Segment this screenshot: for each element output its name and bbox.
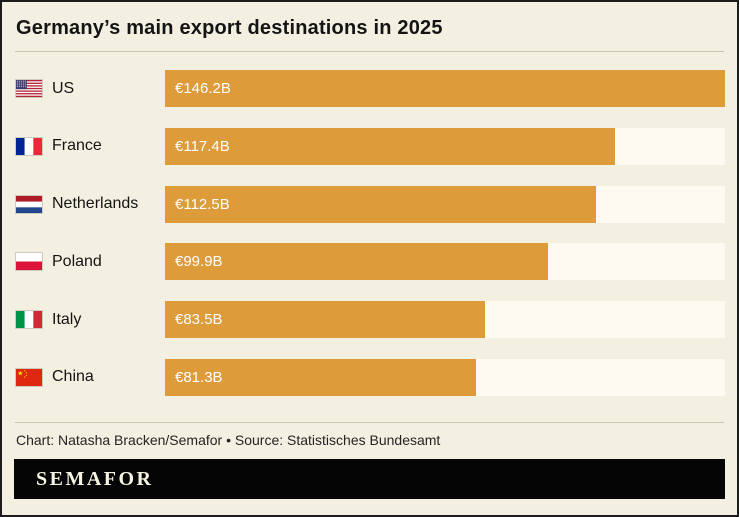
bar-track: €81.3B (165, 358, 725, 396)
chart-title: Germany’s main export destinations in 20… (16, 17, 443, 39)
italy-flag-icon (16, 311, 42, 329)
bar-track: €117.4B (165, 127, 725, 165)
top-divider (15, 51, 724, 52)
country-label: Netherlands (52, 195, 139, 213)
bar-value-label: €112.5B (175, 195, 230, 213)
netherlands-flag-icon (16, 195, 42, 213)
country-cell: France (14, 137, 165, 155)
bar-track: €83.5B (165, 301, 725, 339)
chart-credit: Chart: Natasha Bracken/Semafor • Source:… (16, 432, 441, 448)
bottom-divider (15, 422, 724, 423)
poland-flag-icon (16, 253, 42, 271)
bar-fill: €83.5B (165, 301, 485, 339)
bar-row: US €146.2B (14, 70, 725, 107)
country-label: Poland (52, 252, 102, 270)
bar-value-label: €81.3B (175, 368, 223, 386)
bar-fill: €117.4B (165, 127, 615, 165)
semafor-logo-bar: SEMAFOR (14, 459, 725, 499)
bar-track: €146.2B (165, 70, 725, 107)
country-label: France (52, 137, 102, 155)
china-flag-icon (16, 368, 42, 386)
bar-row: Poland €99.9B (14, 243, 725, 281)
bar-row: France €117.4B (14, 127, 725, 165)
france-flag-icon (16, 137, 42, 155)
country-cell: China (14, 368, 165, 386)
bar-fill: €146.2B (165, 70, 725, 107)
bar-row: China €81.3B (14, 358, 725, 396)
country-cell: Italy (14, 311, 165, 329)
country-cell: Netherlands (14, 195, 165, 213)
bar-row: Italy €83.5B (14, 301, 725, 339)
bar-fill: €81.3B (165, 358, 477, 396)
bar-value-label: €117.4B (175, 137, 230, 155)
bar-track: €99.9B (165, 243, 725, 281)
bar-track: €112.5B (165, 185, 725, 223)
semafor-wordmark: SEMAFOR (36, 467, 154, 490)
bar-value-label: €146.2B (175, 80, 231, 97)
us-flag-icon (16, 80, 42, 97)
country-label: Italy (52, 310, 82, 328)
country-label: US (52, 79, 75, 97)
country-label: China (52, 368, 94, 386)
bar-chart: US €146.2B France €117.4B Netherlands €112.5B… (14, 52, 725, 422)
bar-fill: €112.5B (165, 185, 596, 223)
country-cell: US (14, 80, 165, 98)
country-cell: Poland (14, 253, 165, 271)
bar-fill: €99.9B (165, 243, 548, 281)
bar-value-label: €99.9B (175, 253, 223, 271)
bar-row: Netherlands €112.5B (14, 185, 725, 223)
bar-value-label: €83.5B (175, 311, 223, 329)
